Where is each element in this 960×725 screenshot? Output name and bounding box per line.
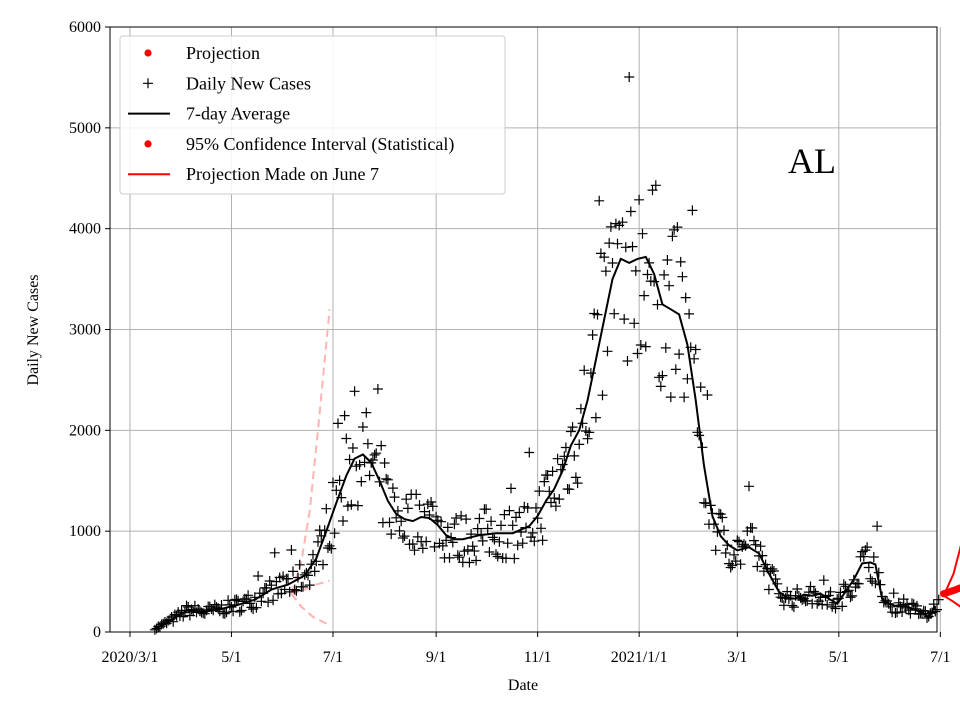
y-axis-label: Daily New Cases	[25, 274, 42, 385]
x-tick-label: 2021/1/1	[611, 649, 668, 666]
x-tick-label: 7/1	[323, 649, 343, 666]
x-axis-label: Date	[508, 677, 538, 694]
x-tick-label: 9/1	[426, 649, 446, 666]
y-tick-label: 6000	[69, 19, 101, 36]
legend-label: 7-day Average	[186, 104, 290, 124]
y-tick-label: 3000	[69, 322, 101, 339]
legend-label: Projection	[186, 43, 260, 63]
x-tick-label: 7/1	[930, 649, 950, 666]
legend-marker-dot	[144, 140, 151, 147]
legend-label: 95% Confidence Interval (Statistical)	[186, 134, 454, 155]
x-tick-label: 11/1	[524, 649, 552, 666]
y-tick-label: 1000	[69, 523, 101, 540]
x-tick-label: 5/1	[221, 649, 241, 666]
x-tick-label: 2020/3/1	[102, 649, 159, 666]
y-tick-label: 4000	[69, 221, 101, 238]
y-tick-label: 0	[93, 624, 101, 641]
y-tick-label: 5000	[69, 120, 101, 137]
y-tick-label: 2000	[69, 422, 101, 439]
legend: Projection Daily New Cases 7-day Average 95…	[120, 36, 505, 194]
x-tick-label: 5/1	[829, 649, 849, 666]
region-label: AL	[788, 141, 836, 181]
legend-label: Daily New Cases	[186, 73, 311, 93]
x-tick-label: 3/1	[727, 649, 747, 666]
legend-marker-dot	[144, 49, 151, 56]
legend-label: Projection Made on June 7	[186, 164, 379, 184]
